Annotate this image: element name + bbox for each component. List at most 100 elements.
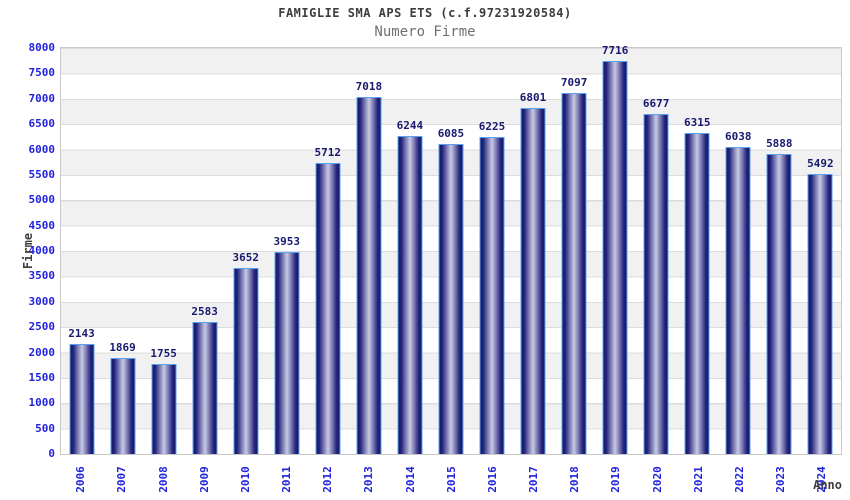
x-tick-label: 2017 <box>526 465 540 493</box>
x-label-slot: 2023 <box>760 459 801 499</box>
x-tick-label: 2016 <box>485 465 499 493</box>
bar-slot: 5888 <box>759 48 800 454</box>
y-tick-label: 500 <box>35 421 55 435</box>
y-tick-label: 6500 <box>28 117 56 131</box>
bar-2018 <box>561 93 587 454</box>
bar-value-label: 5888 <box>766 137 793 150</box>
y-tick-label: 2000 <box>28 345 56 359</box>
bar-value-label: 5492 <box>807 157 834 170</box>
bar-value-label: 6225 <box>478 120 506 133</box>
bar-slot: 1869 <box>102 48 143 454</box>
bar-value-label: 3652 <box>232 251 259 264</box>
x-label-slot: 2013 <box>348 459 389 499</box>
bar-slot: 7018 <box>348 48 389 454</box>
x-tick-label: 2009 <box>197 465 211 493</box>
bar-slot: 3652 <box>225 48 266 454</box>
bar-2015 <box>438 144 464 454</box>
x-label-slot: 2022 <box>719 459 760 499</box>
bar-value-label: 6801 <box>519 91 547 104</box>
x-tick-label: 2014 <box>403 465 417 493</box>
x-label-slot: 2019 <box>595 459 636 499</box>
bar-value-label: 7018 <box>355 80 383 93</box>
y-tick-label: 6000 <box>28 142 56 156</box>
bar-2016 <box>479 137 505 454</box>
x-label-slot: 2020 <box>636 459 677 499</box>
bar-slot: 6225 <box>471 48 512 454</box>
x-label-slot: 2007 <box>101 459 142 499</box>
bar-2024 <box>807 174 833 454</box>
y-tick-label: 4500 <box>28 218 56 232</box>
y-tick-label: 7000 <box>28 91 56 105</box>
bar-2012 <box>315 163 341 454</box>
x-tick-label: 2020 <box>650 465 664 493</box>
y-tick-label: 5500 <box>28 167 56 181</box>
bar-2020 <box>643 114 669 454</box>
x-tick-label: 2011 <box>279 465 293 493</box>
x-label-slot: 2016 <box>472 459 513 499</box>
x-label-slot: 2017 <box>513 459 554 499</box>
bar-value-label: 3953 <box>273 235 301 248</box>
bar-2006 <box>69 344 95 454</box>
x-axis-tick-labels: 2006 2007 2008 2009 2010 2011 2012 2013 2014 2015… <box>60 459 842 499</box>
y-tick-label: 1000 <box>28 396 56 410</box>
bar-value-label: 6038 <box>725 130 752 143</box>
bar-slot: 7716 <box>595 44 636 454</box>
bar-slot: 6244 <box>389 48 430 454</box>
bar-2014 <box>397 136 423 454</box>
bar-slot: 6801 <box>513 48 554 454</box>
x-label-slot: 2008 <box>142 459 183 499</box>
bars-container: 2143 1869 1755 2583 3652 3953 5712 7018 6244 6085… <box>61 44 841 454</box>
y-axis-tick-labels: 0 500 1000 1500 2000 2500 3000 3500 4000 4500 5000… <box>0 0 56 500</box>
y-tick-label: 8000 <box>28 41 56 54</box>
bar-2023 <box>766 154 792 454</box>
chart-subtitle: Numero Firme <box>374 24 476 40</box>
bar-value-label: 1755 <box>150 347 177 360</box>
y-tick-label: 5000 <box>28 193 56 207</box>
x-tick-label: 2019 <box>609 465 623 493</box>
x-tick-label: 2021 <box>691 465 705 493</box>
x-label-slot: 2010 <box>225 459 266 499</box>
x-label-slot: 2015 <box>430 459 471 499</box>
y-tick-label: 1500 <box>28 370 56 384</box>
y-tick-label: 3000 <box>28 294 56 308</box>
bar-value-label: 2583 <box>191 305 218 318</box>
bar-value-label: 1869 <box>109 341 136 354</box>
x-axis-title: Anno <box>813 478 842 492</box>
x-label-slot: 2018 <box>554 459 595 499</box>
y-tick-label: 3500 <box>28 269 56 283</box>
bar-slot: 5492 <box>800 48 841 454</box>
x-tick-label: 2013 <box>362 465 376 493</box>
bar-value-label: 6315 <box>683 116 711 129</box>
y-tick-label: 2500 <box>28 320 56 334</box>
bar-slot: 5712 <box>307 48 348 454</box>
x-label-slot: 2014 <box>389 459 430 499</box>
bar-value-label: 7716 <box>601 44 629 57</box>
bar-2022 <box>725 147 751 454</box>
x-tick-label: 2012 <box>321 465 335 493</box>
bar-2008 <box>151 364 177 454</box>
bar-value-label: 2143 <box>68 327 95 340</box>
bar-2017 <box>520 108 546 454</box>
bar-2019 <box>602 61 628 454</box>
bar-2007 <box>110 358 136 454</box>
x-label-slot: 2009 <box>183 459 224 499</box>
bar-slot: 1755 <box>143 48 184 454</box>
x-tick-label: 2006 <box>74 465 88 493</box>
y-tick-label: 4000 <box>28 244 56 257</box>
bar-value-label: 7097 <box>560 76 588 89</box>
bar-slot: 6038 <box>718 48 759 454</box>
x-label-slot: 2011 <box>266 459 307 499</box>
bar-slot: 6085 <box>430 48 471 454</box>
x-tick-label: 2015 <box>444 465 458 493</box>
x-tick-label: 2010 <box>238 465 252 493</box>
x-label-slot: 2012 <box>307 459 348 499</box>
bar-value-label: 6085 <box>437 127 465 140</box>
bar-2009 <box>192 322 218 454</box>
x-tick-label: 2022 <box>732 465 746 493</box>
bar-2010 <box>233 268 259 454</box>
x-tick-label: 2018 <box>567 465 581 493</box>
plot-area: 2143 1869 1755 2583 3652 3953 5712 7018 6244 6085… <box>60 44 842 455</box>
y-tick-label: 0 <box>48 447 55 460</box>
bar-value-label: 6244 <box>396 119 424 132</box>
